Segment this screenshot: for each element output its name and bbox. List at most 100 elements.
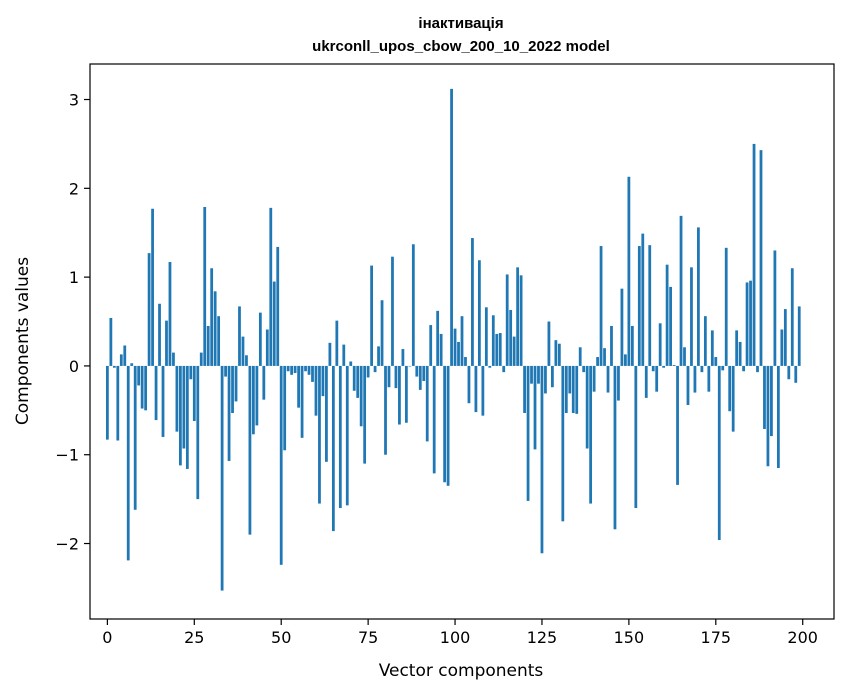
bar-57 [304, 365, 307, 372]
bar-147 [617, 365, 620, 401]
bar-177 [721, 365, 725, 371]
bar-28 [203, 206, 207, 366]
chart-title: інактивація [418, 15, 503, 32]
bar-167 [686, 365, 690, 405]
bar-154 [641, 233, 645, 366]
bar-131 [561, 365, 565, 522]
bar-180 [731, 365, 735, 432]
bar-128 [551, 365, 554, 388]
bar-125 [540, 365, 544, 554]
bar-173 [707, 365, 711, 392]
bar-62 [321, 365, 325, 397]
bar-36 [231, 365, 234, 413]
bar-175 [714, 357, 718, 366]
bar-15 [158, 303, 161, 366]
x-tick-label: 125 [527, 628, 558, 647]
bar-21 [179, 365, 182, 466]
bar-198 [794, 365, 798, 383]
bar-78 [377, 346, 380, 366]
bar-65 [331, 365, 335, 532]
bar-163 [672, 365, 676, 366]
bar-139 [589, 365, 593, 504]
chart-title-group: інактивація ukrconll_upos_cbow_200_10_20… [312, 15, 610, 55]
x-tick-label: 200 [787, 628, 818, 647]
x-tick-label: 50 [271, 628, 291, 647]
bar-140 [592, 365, 596, 392]
bar-60 [314, 365, 318, 416]
bar-41 [248, 365, 252, 535]
bar-82 [391, 256, 394, 366]
bar-33 [220, 365, 224, 591]
y-tick-label: 0 [69, 357, 79, 376]
bar-183 [742, 365, 745, 372]
bar-103 [464, 357, 467, 366]
bar-162 [669, 286, 672, 366]
bar-12 [147, 253, 151, 366]
bar-16 [161, 365, 165, 437]
bar-116 [509, 309, 513, 366]
bar-5 [123, 345, 127, 366]
bar-169 [693, 365, 697, 393]
bar-142 [599, 246, 603, 366]
bar-51 [283, 365, 287, 451]
bar-196 [787, 365, 791, 380]
bar-170 [697, 227, 700, 366]
bar-105 [471, 238, 474, 366]
bar-113 [498, 333, 502, 366]
bar-110 [488, 365, 492, 368]
bar-61 [318, 365, 321, 504]
bar-94 [432, 365, 436, 474]
bar-24 [189, 365, 193, 380]
bar-179 [728, 365, 732, 412]
plot-area-frame [89, 63, 835, 620]
bar-161 [665, 264, 669, 366]
bar-164 [676, 365, 679, 485]
bar-197 [790, 268, 794, 366]
y-tick-label: 2 [69, 179, 79, 198]
bar-109 [484, 307, 488, 366]
bar-100 [453, 328, 457, 366]
bar-191 [770, 365, 773, 437]
bar-83 [394, 365, 398, 389]
bar-135 [575, 365, 579, 414]
bar-25 [192, 365, 196, 421]
bar-0 [105, 365, 109, 440]
bar-143 [603, 348, 606, 366]
bar-7 [130, 363, 134, 366]
x-tick-label: 25 [184, 628, 204, 647]
bar-182 [738, 341, 742, 366]
x-tick-label: 0 [102, 628, 112, 647]
bars-group [105, 88, 801, 591]
bar-144 [606, 365, 610, 393]
bar-45 [262, 365, 266, 400]
bar-145 [610, 325, 613, 366]
bar-96 [439, 333, 443, 366]
bar-138 [585, 365, 589, 449]
bar-86 [404, 365, 408, 423]
bar-48 [272, 281, 276, 366]
bar-120 [523, 365, 526, 413]
bar-159 [658, 323, 662, 366]
bar-67 [338, 365, 342, 508]
bar-192 [773, 250, 777, 366]
x-axis-label: Vector components [379, 661, 544, 681]
bar-20 [175, 365, 179, 432]
bar-13 [151, 208, 154, 366]
bar-53 [290, 365, 294, 375]
bar-11 [144, 365, 148, 411]
bar-194 [780, 329, 784, 366]
bar-14 [154, 365, 158, 421]
y-tick-label: −2 [55, 535, 79, 554]
x-tick-label: 150 [614, 628, 645, 647]
bar-153 [637, 246, 641, 366]
bar-181 [735, 330, 739, 366]
bar-137 [582, 365, 586, 373]
bar-199 [797, 306, 801, 366]
y-tick-label: 3 [69, 91, 79, 110]
bar-35 [227, 365, 231, 461]
bar-171 [700, 365, 704, 373]
bar-30 [210, 268, 214, 366]
bar-37 [234, 365, 238, 402]
bar-10 [140, 365, 144, 409]
